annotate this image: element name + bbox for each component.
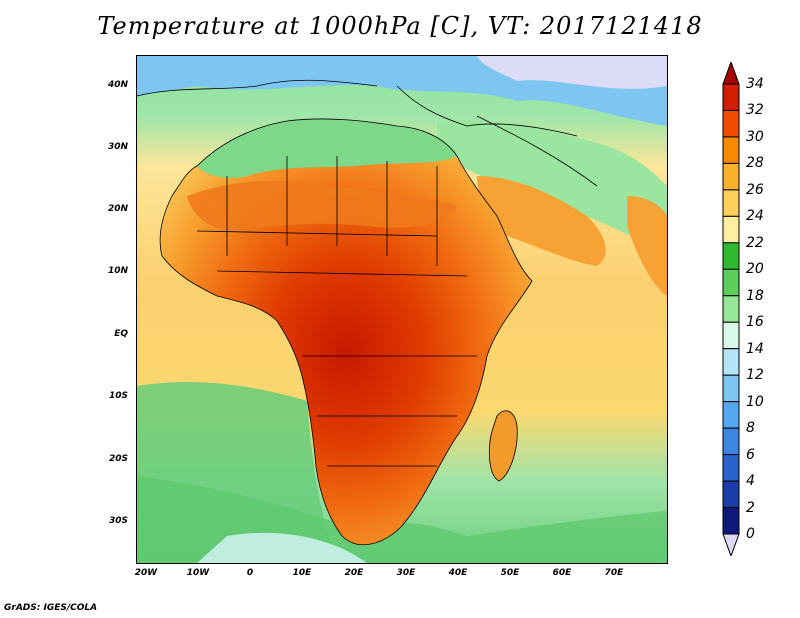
- lat-label-eq: EQ: [114, 329, 128, 339]
- colorbar-label: 30: [746, 128, 764, 145]
- arabia-warm: [477, 176, 606, 266]
- colorbar-box: [722, 162, 740, 191]
- colorbar-label: 28: [746, 155, 764, 172]
- colorbar-label: 34: [746, 76, 764, 92]
- chart-title: Temperature at 1000hPa [C], VT: 20171214…: [97, 12, 703, 40]
- temperature-map: [136, 55, 668, 564]
- colorbar-label: 6: [746, 446, 755, 463]
- colorbar-box: [722, 427, 740, 456]
- lon-label-20w: 20W: [134, 568, 158, 578]
- colorbar-label: 2: [746, 499, 755, 516]
- colorbar-label: 10: [746, 393, 764, 410]
- colorbar-label: 0: [746, 526, 755, 542]
- colorbar-label: 4: [746, 473, 755, 490]
- colorbar-box: [722, 268, 740, 297]
- borders: [137, 79, 598, 545]
- lat-label-30s: 30S: [108, 516, 128, 526]
- colorbar-box: [722, 242, 740, 270]
- lat-label-20n: 20N: [107, 204, 128, 214]
- colorbar-box: [722, 348, 740, 376]
- colorbar-box: [722, 480, 740, 509]
- asia-light-region: [477, 56, 667, 89]
- colorbar-label: 20: [746, 261, 764, 278]
- colorbar-box: [722, 136, 740, 164]
- colorbar-label: 16: [746, 314, 764, 331]
- colorbar-label: 32: [746, 102, 764, 119]
- colorbar-box: [722, 215, 740, 244]
- lon-label-50e: 50E: [500, 568, 520, 578]
- colorbar-box: [722, 83, 740, 111]
- map-canvas: [137, 56, 667, 563]
- colorbar-box: [722, 454, 740, 482]
- colorbar-box: [722, 189, 740, 217]
- sahara-green: [197, 118, 457, 178]
- lat-label-10n: 10N: [107, 266, 128, 276]
- lon-label-30e: 30E: [396, 568, 416, 578]
- far-south-light: [197, 532, 367, 563]
- lat-label-10s: 10S: [108, 391, 128, 401]
- lon-label-70e: 70E: [604, 568, 624, 578]
- colorbar-label: 22: [746, 234, 764, 251]
- colorbar-top-arrow: [722, 62, 740, 85]
- colorbar-box: [722, 401, 740, 429]
- colorbar-label: 8: [746, 420, 755, 437]
- colorbar-box: [722, 507, 740, 535]
- lon-label-60e: 60E: [552, 568, 572, 578]
- colorbar-label: 12: [746, 367, 764, 384]
- india-warm: [627, 196, 667, 296]
- lon-label-20e: 20E: [344, 568, 364, 578]
- colorbar-label: 26: [746, 181, 764, 198]
- lon-label-10e: 10E: [292, 568, 312, 578]
- colorbar-label: 14: [746, 340, 764, 357]
- lat-label-30n: 30N: [107, 142, 128, 152]
- lat-label-20s: 20S: [108, 454, 128, 464]
- colorbar-box: [722, 109, 740, 138]
- colorbar-box: [722, 321, 740, 350]
- madagascar: [489, 410, 518, 481]
- mideast-green: [437, 120, 667, 256]
- lon-label-0: 0: [246, 568, 254, 578]
- colorbar-label: 18: [746, 287, 764, 304]
- colorbar-bottom-arrow: [722, 533, 740, 556]
- lat-label-40n: 40N: [107, 80, 128, 90]
- colorbar-box: [722, 374, 740, 403]
- credit-text: GrADS: IGES/COLA: [4, 603, 98, 613]
- lon-label-40e: 40E: [448, 568, 468, 578]
- colorbar-box: [722, 295, 740, 323]
- lon-label-10w: 10W: [186, 568, 210, 578]
- colorbar-label: 24: [746, 208, 764, 225]
- sahara-hot: [187, 180, 457, 231]
- colorbar: [722, 62, 740, 556]
